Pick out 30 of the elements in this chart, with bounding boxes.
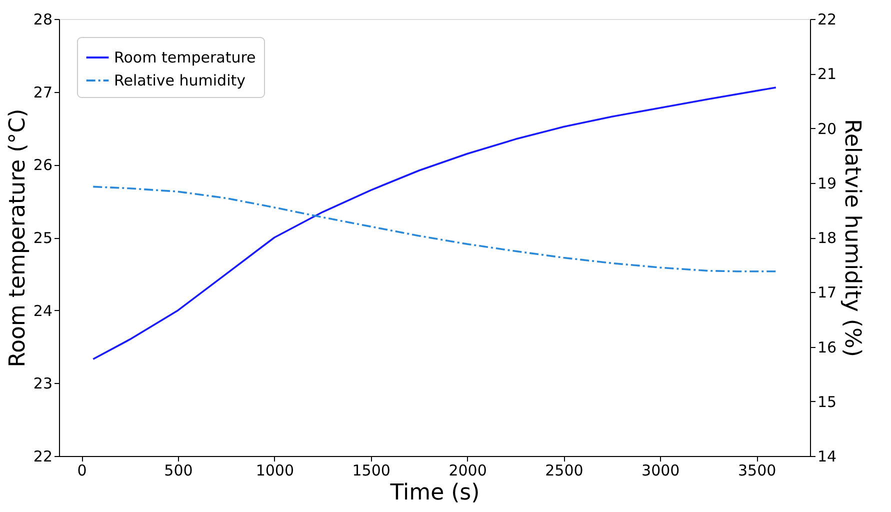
y-tick-label: 22 (33, 448, 52, 466)
legend-label: Relative humidity (114, 72, 246, 90)
x-tick-label: 3500 (738, 462, 776, 480)
y-axis-title: Room temperature (°C) (5, 108, 30, 368)
y2-tick-label: 15 (818, 392, 837, 411)
y-tick-label: 27 (33, 83, 52, 102)
line-series (92, 186, 777, 272)
y-tick-label: 23 (33, 374, 52, 393)
y2-tick-label: 16 (818, 338, 837, 356)
y2-tick-label: 17 (818, 284, 837, 302)
x-tick-label: 1500 (352, 462, 390, 480)
x-tick-label: 2000 (448, 462, 487, 480)
y2-tick-label: 18 (818, 229, 837, 247)
y-tick-label: 24 (33, 302, 52, 320)
y2-tick-label: 20 (818, 120, 837, 138)
x-tick-label: 2500 (545, 462, 584, 480)
y2-axis-title: Relatvie humidity (%) (840, 119, 865, 357)
y2-tick-label: 22 (818, 10, 837, 28)
y-tick-label: 28 (33, 10, 52, 28)
y2-tick-label: 21 (818, 65, 837, 84)
x-tick-label: 1000 (256, 462, 294, 480)
y2-tick-label: 14 (818, 448, 837, 466)
y-tick-label: 25 (33, 229, 52, 247)
legend-label: Room temperature (114, 48, 256, 66)
y-tick-label: 26 (33, 156, 52, 174)
x-tick-label: 3000 (642, 462, 680, 480)
x-tick-label: 500 (164, 462, 193, 480)
y2-tick-label: 19 (818, 174, 837, 192)
x-tick-label: 0 (77, 462, 87, 480)
x-axis-title: Time (s) (389, 480, 480, 506)
